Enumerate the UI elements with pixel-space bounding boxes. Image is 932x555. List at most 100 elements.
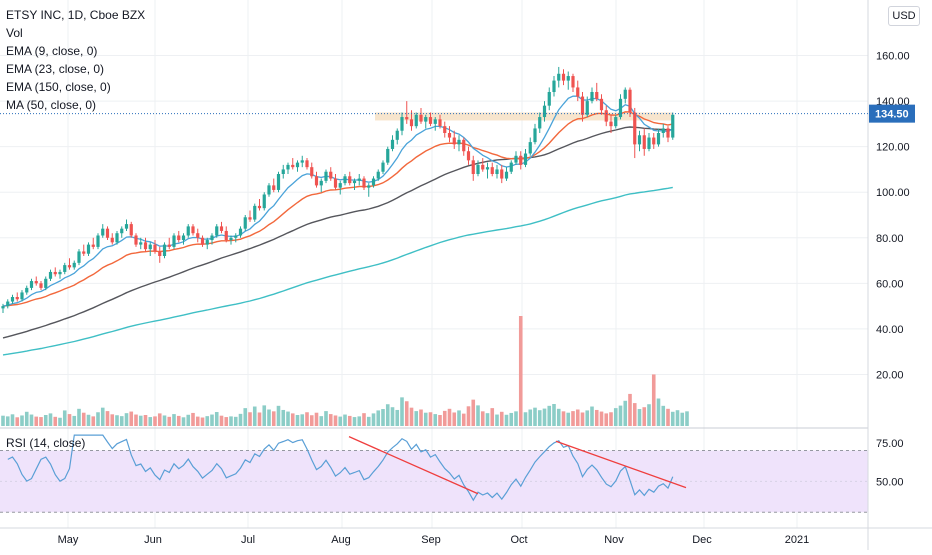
volume-bar: [200, 417, 205, 426]
volume-bar: [119, 416, 124, 426]
candle-body: [272, 185, 276, 190]
candle-body: [637, 135, 642, 145]
candle: [215, 224, 219, 238]
candle: [300, 155, 304, 168]
volume-bar: [395, 409, 400, 426]
symbol-title[interactable]: ETSY INC, 1D, Cboe BZX: [6, 8, 146, 22]
candle-body: [200, 237, 205, 245]
volume-bar: [43, 415, 48, 426]
candle-body: [661, 128, 665, 133]
candle: [566, 71, 570, 90]
candle-body: [571, 76, 575, 88]
candle: [595, 82, 599, 102]
candle-body: [186, 226, 190, 236]
legend-ema-23[interactable]: EMA (23, close, 0): [6, 62, 105, 76]
candle-body: [324, 171, 328, 181]
volume-bar: [115, 415, 119, 426]
price-tick-label: 160.00: [876, 51, 910, 63]
candle: [509, 160, 513, 174]
candle: [1, 303, 5, 313]
candle: [604, 105, 608, 127]
candle: [343, 174, 347, 186]
candle: [186, 224, 190, 238]
volume-bar: [414, 411, 419, 426]
candle-body: [443, 126, 447, 133]
volume-bar: [609, 412, 613, 426]
candle: [153, 240, 157, 254]
volume-bar: [656, 398, 661, 426]
legend-ema-150[interactable]: EMA (150, close, 0): [6, 80, 111, 94]
candle-body: [338, 183, 342, 188]
candle-body: [319, 180, 323, 186]
candle-body: [343, 176, 347, 184]
candle-body: [509, 162, 513, 172]
candle: [428, 112, 433, 127]
candle-body: [205, 240, 209, 245]
volume-bar: [5, 416, 10, 426]
volume-bar: [257, 412, 262, 426]
candle-body: [34, 281, 38, 284]
candle-body: [367, 185, 371, 188]
candle-body: [295, 162, 300, 168]
candle: [134, 233, 138, 247]
legend-ma-50[interactable]: MA (50, close, 0): [6, 98, 97, 112]
candle-body: [77, 251, 81, 263]
candle-body: [481, 164, 485, 170]
currency-button[interactable]: USD: [888, 6, 920, 26]
volume-bar: [675, 410, 680, 426]
candle-body: [495, 169, 499, 174]
volume-bar: [305, 412, 309, 426]
candle-body: [533, 128, 537, 143]
volume-bar: [618, 405, 623, 426]
legend-volume[interactable]: Vol: [6, 26, 23, 40]
volume-bar: [124, 413, 129, 426]
candle: [305, 158, 309, 170]
candle-body: [96, 235, 100, 247]
rsi-legend[interactable]: RSI (14, close): [6, 436, 86, 450]
candle: [6, 299, 10, 309]
candle-body: [153, 244, 157, 252]
candle: [557, 66, 561, 88]
volume-bar: [267, 409, 271, 426]
candle: [29, 278, 34, 291]
candle: [162, 242, 167, 259]
candle-body: [485, 167, 490, 170]
candle-body: [10, 297, 15, 302]
candle-body: [172, 235, 176, 247]
time-tick-label: Jul: [241, 534, 255, 546]
candle: [338, 180, 342, 195]
candle-body: [162, 244, 167, 256]
volume-bar: [447, 408, 452, 426]
volume-bar: [366, 416, 371, 426]
candle: [129, 221, 133, 238]
time-tick-label: Oct: [510, 534, 527, 546]
candle-body: [609, 121, 613, 127]
volume-bar: [24, 411, 29, 426]
candle-body: [604, 110, 608, 122]
volume-bar: [319, 416, 324, 426]
price-axis-bg: [868, 0, 932, 550]
volume-bar: [167, 416, 172, 426]
candle-body: [139, 242, 143, 245]
volume-bar: [442, 410, 447, 426]
candle-body: [438, 119, 442, 127]
volume-bar: [86, 414, 91, 426]
legend-ema-9[interactable]: EMA (9, close, 0): [6, 44, 98, 58]
candle: [405, 101, 409, 124]
candle: [443, 121, 447, 138]
candle-body: [471, 160, 475, 174]
candle: [585, 96, 589, 118]
time-tick-label: Aug: [331, 534, 351, 546]
candle-body: [58, 271, 62, 275]
volume-bar: [623, 400, 628, 426]
candle: [329, 167, 333, 181]
volume-bar: [324, 411, 328, 426]
candle: [91, 237, 95, 250]
volume-bar: [647, 404, 651, 426]
candle: [424, 114, 428, 129]
candle-body: [547, 92, 551, 106]
volume-bar: [347, 415, 352, 426]
candle: [96, 233, 100, 250]
candle: [115, 230, 119, 245]
